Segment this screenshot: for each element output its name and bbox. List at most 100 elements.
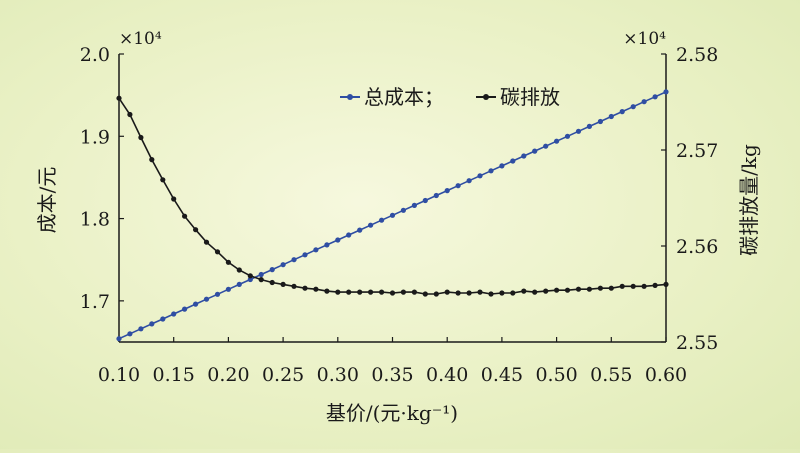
- data-point-total-cost: [444, 188, 450, 194]
- left-y-tick-label: 2.0: [80, 44, 110, 66]
- data-point-total-cost: [510, 158, 516, 164]
- data-point-carbon-emission: [291, 283, 297, 289]
- data-point-carbon-emission: [630, 283, 636, 289]
- data-point-carbon-emission: [521, 288, 527, 294]
- legend-total-cost-marker: [347, 94, 353, 100]
- series-total-cost: [116, 89, 669, 342]
- data-point-carbon-emission: [357, 289, 363, 295]
- data-point-carbon-emission: [127, 111, 133, 118]
- data-point-carbon-emission: [313, 286, 319, 292]
- data-point-carbon-emission: [389, 290, 396, 296]
- data-point-carbon-emission: [247, 273, 253, 279]
- data-point-carbon-emission: [236, 267, 242, 273]
- data-point-total-cost: [116, 336, 122, 342]
- data-point-total-cost: [411, 202, 417, 208]
- series-layer: [116, 89, 669, 342]
- legend-carbon-marker: [483, 94, 489, 100]
- data-point-total-cost: [433, 192, 439, 199]
- data-point-total-cost: [258, 271, 264, 278]
- data-point-total-cost: [488, 168, 494, 174]
- data-point-total-cost: [455, 183, 461, 189]
- x-tick-label: 0.25: [262, 364, 304, 386]
- data-point-total-cost: [236, 281, 242, 287]
- data-point-total-cost: [225, 286, 231, 292]
- data-point-total-cost: [302, 252, 308, 258]
- data-point-total-cost: [149, 321, 155, 327]
- data-point-total-cost: [630, 104, 636, 110]
- data-point-total-cost: [193, 301, 199, 307]
- data-point-carbon-emission: [116, 95, 122, 101]
- data-point-total-cost: [389, 212, 396, 218]
- legend: 总成本； 碳排放: [340, 85, 560, 109]
- data-point-total-cost: [269, 267, 275, 273]
- data-point-total-cost: [400, 207, 406, 213]
- data-point-total-cost: [379, 217, 385, 223]
- data-point-carbon-emission: [400, 289, 406, 295]
- data-point-carbon-emission: [466, 290, 472, 296]
- x-tick-label: 0.20: [207, 364, 249, 386]
- data-point-carbon-emission: [171, 196, 177, 202]
- data-point-total-cost: [619, 109, 625, 115]
- data-point-total-cost: [663, 89, 669, 95]
- legend-total-cost-label: 总成本；: [364, 85, 444, 109]
- series-line-carbon-emission: [118, 97, 667, 295]
- data-point-carbon-emission: [149, 157, 155, 163]
- data-point-total-cost: [586, 123, 593, 129]
- data-point-carbon-emission: [608, 285, 614, 291]
- data-point-carbon-emission: [269, 279, 275, 286]
- data-point-carbon-emission: [663, 281, 669, 287]
- right-multiplier: ×10⁴: [623, 29, 666, 49]
- x-tick-label: 0.60: [645, 364, 687, 386]
- data-point-total-cost: [160, 316, 166, 322]
- left-y-tick-label: 1.9: [80, 126, 110, 148]
- data-point-carbon-emission: [302, 285, 308, 291]
- data-point-total-cost: [477, 173, 483, 179]
- data-point-carbon-emission: [160, 177, 166, 183]
- data-point-carbon-emission: [543, 288, 549, 294]
- data-point-carbon-emission: [510, 290, 516, 296]
- right-y-tick-label: 2.56: [676, 236, 718, 258]
- legend-carbon-label: 碳排放: [500, 85, 560, 109]
- data-point-total-cost: [214, 291, 221, 297]
- data-point-total-cost: [324, 242, 330, 248]
- left-axis-title: 成本/元: [35, 167, 59, 234]
- x-tick-label: 0.50: [535, 364, 577, 386]
- left-y-tick-label: 1.8: [80, 209, 110, 231]
- data-point-carbon-emission: [575, 286, 582, 292]
- data-point-carbon-emission: [138, 134, 144, 141]
- data-point-total-cost: [247, 276, 253, 283]
- data-point-carbon-emission: [652, 282, 658, 288]
- x-tick-label: 0.15: [153, 364, 195, 386]
- data-point-total-cost: [280, 262, 286, 268]
- data-point-total-cost: [521, 153, 527, 159]
- right-y-tick-label: 2.58: [676, 44, 718, 66]
- data-point-carbon-emission: [346, 289, 352, 295]
- data-point-carbon-emission: [193, 227, 199, 233]
- data-point-carbon-emission: [203, 239, 210, 245]
- x-tick-label: 0.35: [371, 364, 413, 386]
- data-point-carbon-emission: [619, 283, 625, 289]
- data-point-total-cost: [564, 133, 571, 139]
- data-point-carbon-emission: [379, 289, 385, 295]
- data-point-total-cost: [641, 99, 647, 105]
- left-y-tick-label: 1.7: [80, 291, 110, 313]
- x-tick-label: 0.10: [98, 364, 140, 386]
- data-point-carbon-emission: [455, 290, 461, 296]
- data-point-total-cost: [543, 143, 549, 149]
- data-point-carbon-emission: [225, 259, 231, 265]
- data-point-carbon-emission: [258, 277, 264, 283]
- data-point-total-cost: [357, 227, 363, 233]
- series-carbon-emission: [116, 95, 669, 297]
- data-point-carbon-emission: [444, 289, 450, 295]
- data-point-carbon-emission: [280, 281, 286, 287]
- right-y-tick-label: 2.57: [676, 140, 718, 162]
- data-point-total-cost: [554, 138, 560, 144]
- data-point-total-cost: [422, 197, 428, 204]
- x-tick-label: 0.30: [317, 364, 359, 386]
- data-point-carbon-emission: [564, 287, 571, 293]
- data-point-total-cost: [313, 247, 319, 253]
- data-point-total-cost: [335, 237, 341, 243]
- data-point-total-cost: [499, 163, 505, 169]
- data-point-total-cost: [597, 118, 604, 125]
